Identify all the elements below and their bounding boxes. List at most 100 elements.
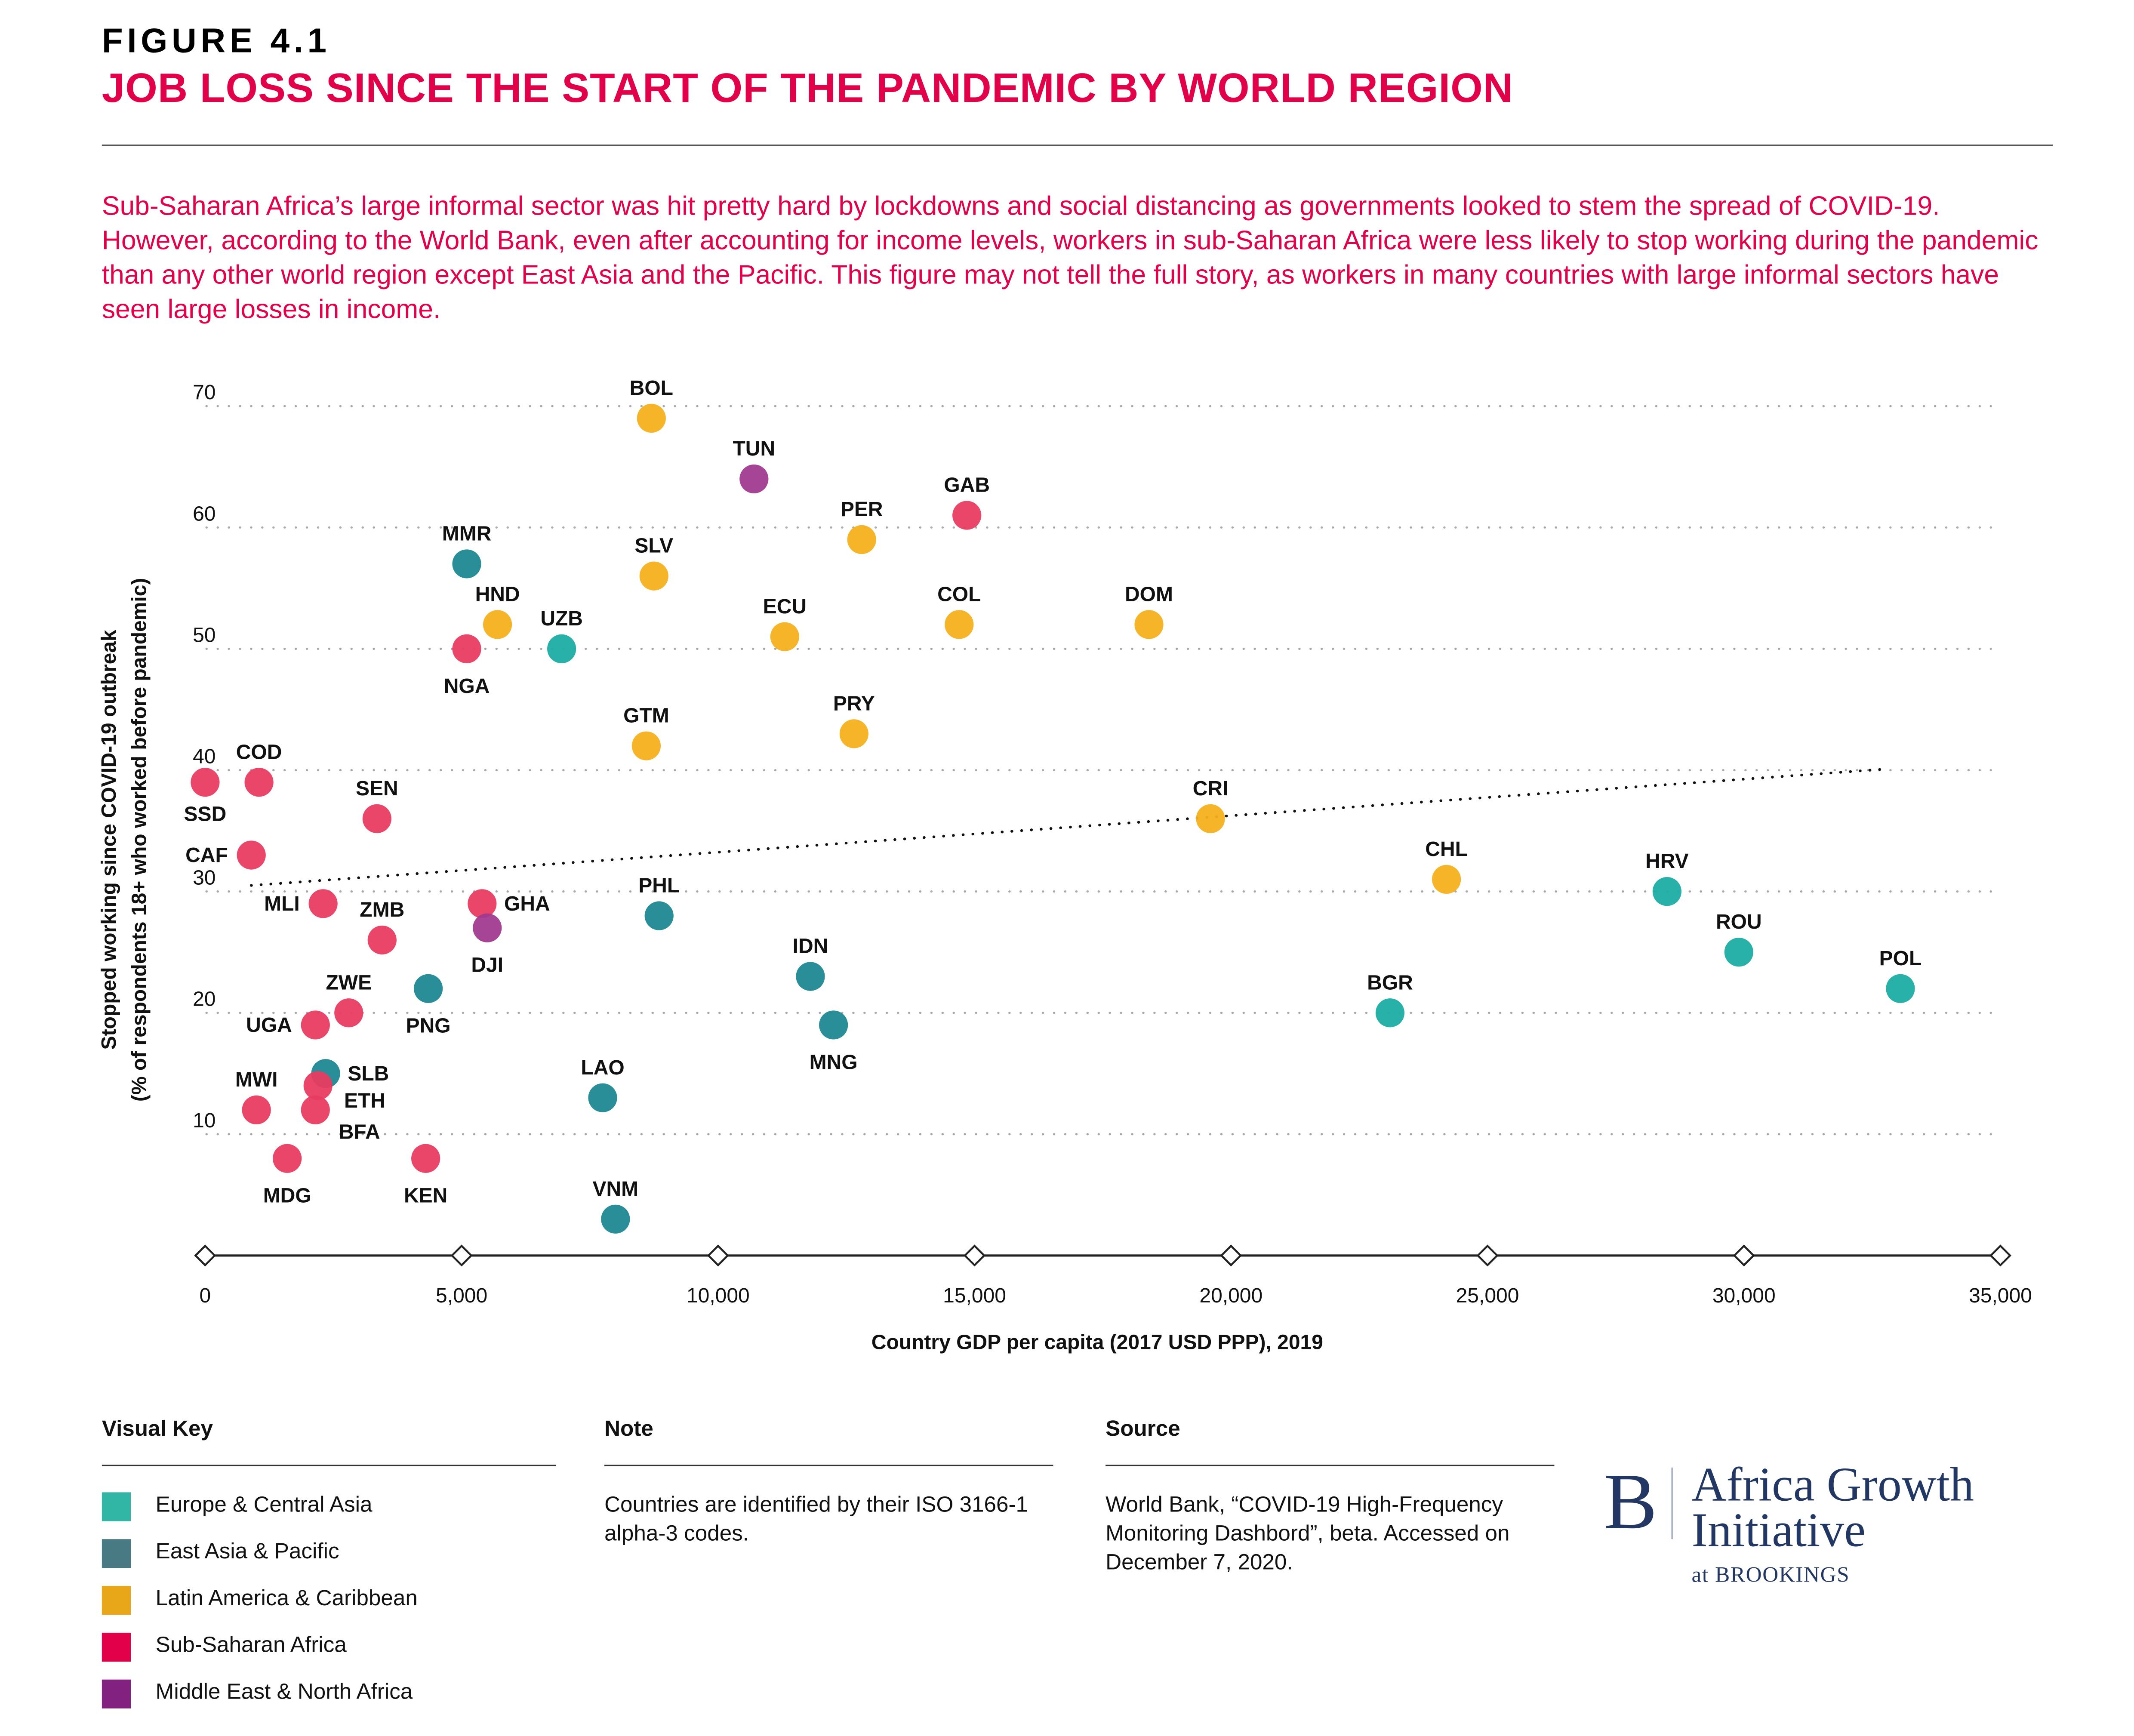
data-label: PER — [841, 498, 883, 521]
data-label: UZB — [540, 607, 583, 630]
legend-swatch — [102, 1538, 131, 1567]
data-label: ROU — [1716, 911, 1762, 933]
data-label: BFA — [339, 1121, 380, 1144]
x-tick-diamond — [1220, 1244, 1242, 1267]
data-label: PRY — [833, 692, 875, 715]
data-point-rou — [1724, 938, 1753, 967]
data-point-cri — [1196, 804, 1225, 833]
data-label: UGA — [246, 1014, 292, 1037]
y-tick-label: 40 — [193, 745, 216, 768]
y-tick-label: 50 — [193, 624, 216, 646]
legend-label: Latin America & Caribbean — [155, 1587, 418, 1611]
data-label: HND — [475, 583, 520, 606]
data-point-phl — [644, 901, 674, 930]
x-tick-label: 30,000 — [1712, 1284, 1776, 1307]
data-label: MNG — [810, 1051, 858, 1074]
data-point-pry — [839, 719, 868, 748]
data-label: POL — [1879, 947, 1922, 970]
source-divider — [1105, 1465, 1555, 1466]
logo-separator — [1671, 1467, 1672, 1539]
legend-item: Europe & Central Asia — [102, 1483, 556, 1530]
scatter-chart: 10 20 30 40 50 60 70 0 5,000 10,000 15,000 20,000 2… — [98, 377, 2032, 1354]
intro-paragraph: Sub-Saharan Africa’s large informal sect… — [102, 191, 2039, 325]
legend-label: Europe & Central Asia — [155, 1493, 373, 1517]
data-points — [191, 403, 1915, 1234]
data-point-dom — [1134, 610, 1164, 639]
logo-name-line1: Africa Growth — [1691, 1458, 1974, 1512]
x-tick-diamond — [1989, 1244, 2012, 1267]
data-point-chl — [1432, 865, 1461, 894]
y-tick-label: 30 — [193, 867, 216, 890]
legend-item: East Asia & Pacific — [102, 1530, 556, 1576]
data-point-dji — [473, 913, 502, 942]
x-tick-label: 10,000 — [687, 1284, 750, 1307]
data-point-eth — [303, 1071, 333, 1100]
data-label: PHL — [638, 874, 680, 897]
data-label: IDN — [793, 935, 828, 958]
data-label: DJI — [471, 954, 503, 977]
data-label: COL — [937, 583, 981, 606]
note-section: Note Countries are identified by their I… — [604, 1418, 1053, 1549]
data-point-bol — [637, 403, 666, 433]
legend-item: Middle East & North Africa — [102, 1670, 556, 1717]
x-tick-label: 15,000 — [943, 1284, 1006, 1307]
x-tick-label: 5,000 — [436, 1284, 487, 1307]
data-point-png — [413, 974, 443, 1003]
data-label: COD — [236, 741, 282, 763]
data-label: GHA — [504, 893, 550, 915]
data-point-hrv — [1652, 877, 1681, 906]
data-point-mwi — [242, 1095, 271, 1125]
x-tick-diamond — [1476, 1244, 1499, 1267]
y-tick-label: 10 — [193, 1109, 216, 1132]
legend-label: Sub-Saharan Africa — [155, 1634, 347, 1658]
legend-swatch — [102, 1585, 131, 1614]
data-labels: BOL TUN GAB PER MMR SLV HND COL DOM ECU UZB NGA PRY G… — [184, 377, 1922, 1207]
data-label: GTM — [623, 705, 669, 727]
data-label: DOM — [1125, 583, 1173, 606]
note-heading: Note — [604, 1418, 653, 1442]
visual-key-divider — [102, 1465, 557, 1466]
data-point-tun — [739, 464, 769, 494]
data-label: KEN — [404, 1185, 447, 1207]
data-label: SLB — [348, 1062, 389, 1085]
data-label: VNM — [593, 1178, 639, 1200]
data-point-zmb — [367, 925, 397, 955]
data-label: TUN — [733, 437, 775, 460]
x-axis: 0 5,000 10,000 15,000 20,000 25,000 30,000 35,0… — [194, 1244, 2032, 1307]
data-point-cod — [244, 768, 274, 797]
trendline — [250, 767, 1889, 887]
data-label: ZMB — [360, 899, 404, 921]
legend-swatch — [102, 1491, 131, 1521]
logo-name-line2: Initiative — [1691, 1503, 1866, 1557]
data-label: HRV — [1645, 850, 1688, 873]
data-label: SLV — [634, 535, 673, 557]
visual-key-heading: Visual Key — [102, 1418, 213, 1442]
x-tick-label: 0 — [200, 1284, 211, 1307]
visual-key: Visual Key Europe & Central Asia East Asi… — [102, 1418, 557, 1717]
x-tick-label: 20,000 — [1199, 1284, 1263, 1307]
source-text: World Bank, “COVID-19 High-Frequency Mon… — [1105, 1493, 1510, 1575]
data-label: CHL — [1425, 838, 1468, 861]
data-point-caf — [237, 840, 266, 870]
legend-swatch — [102, 1632, 131, 1661]
data-label: SEN — [356, 777, 398, 800]
data-point-mng — [819, 1010, 848, 1040]
y-tick-label: 20 — [193, 988, 216, 1011]
data-label: MMR — [442, 523, 492, 545]
x-tick-diamond — [194, 1244, 216, 1267]
x-tick-diamond — [963, 1244, 986, 1267]
logo-mark: B — [1604, 1456, 1657, 1546]
data-point-nga — [452, 634, 481, 664]
data-point-lao — [588, 1083, 617, 1112]
source-heading: Source — [1105, 1418, 1180, 1442]
data-label: NGA — [444, 675, 490, 698]
data-label: ECU — [763, 595, 807, 618]
brookings-logo: B Africa Growth Initiative at BROOKINGS — [1604, 1456, 1974, 1588]
data-point-ken — [411, 1144, 440, 1173]
data-point-gab — [952, 501, 982, 530]
gridlines — [205, 405, 2000, 1136]
data-label: CRI — [1193, 777, 1229, 800]
data-point-mli — [308, 889, 338, 918]
data-label: GAB — [944, 474, 990, 497]
